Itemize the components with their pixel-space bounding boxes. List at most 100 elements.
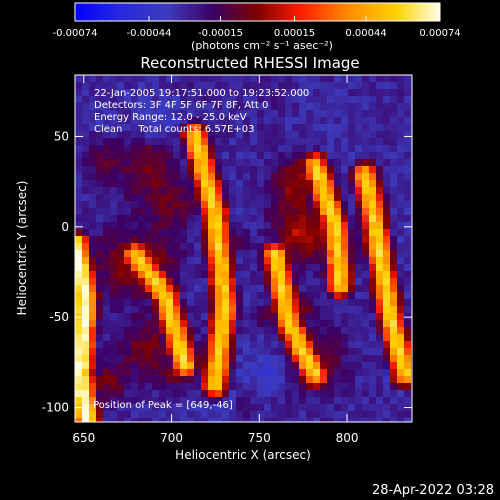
heatmap-cell: [306, 96, 314, 104]
heatmap-cell: [257, 180, 265, 188]
y-tick-label: 0: [61, 220, 69, 234]
heatmap-cell: [355, 124, 363, 132]
heatmap-cell: [194, 187, 202, 195]
heatmap-cell: [327, 194, 335, 202]
heatmap-cell: [327, 411, 335, 419]
heatmap-cell: [355, 152, 363, 160]
heatmap-cell: [180, 292, 188, 300]
heatmap-cell: [278, 243, 286, 251]
heatmap-cell: [145, 222, 153, 230]
heatmap-cell: [82, 292, 90, 300]
heatmap-cell: [348, 404, 356, 412]
heatmap-cell: [257, 320, 265, 328]
heatmap-cell: [201, 96, 209, 104]
heatmap-cell: [362, 383, 370, 391]
heatmap-cell: [285, 320, 293, 328]
heatmap-cell: [75, 117, 83, 125]
heatmap-cell: [362, 320, 370, 328]
heatmap-cell: [285, 278, 293, 286]
heatmap-cell: [250, 320, 258, 328]
heatmap-cell: [138, 159, 146, 167]
heatmap-cell: [187, 117, 195, 125]
heatmap-cell: [173, 229, 181, 237]
heatmap-cell: [348, 271, 356, 279]
heatmap-cell: [292, 341, 300, 349]
heatmap-cell: [89, 208, 97, 216]
heatmap-cell: [173, 404, 181, 412]
heatmap-cell: [103, 145, 111, 153]
heatmap-cell: [369, 404, 377, 412]
heatmap-cell: [194, 124, 202, 132]
heatmap-cell: [250, 145, 258, 153]
heatmap-cell: [271, 383, 279, 391]
heatmap-cell: [194, 201, 202, 209]
heatmap-cell: [327, 117, 335, 125]
heatmap-cell: [271, 229, 279, 237]
heatmap-cell: [166, 236, 174, 244]
heatmap-cell: [173, 397, 181, 405]
heatmap-cell: [250, 334, 258, 342]
heatmap-cell: [138, 327, 146, 335]
heatmap-cell: [334, 369, 342, 377]
heatmap-cell: [376, 292, 384, 300]
heatmap-cell: [257, 138, 265, 146]
heatmap-cell: [348, 243, 356, 251]
heatmap-cell: [110, 110, 118, 118]
heatmap-cell: [173, 96, 181, 104]
heatmap-cell: [145, 159, 153, 167]
heatmap-cell: [369, 173, 377, 181]
heatmap-cell: [278, 369, 286, 377]
heatmap-cell: [173, 222, 181, 230]
heatmap-cell: [159, 404, 167, 412]
heatmap-cell: [173, 362, 181, 370]
heatmap-cell: [292, 418, 300, 422]
heatmap-cell: [96, 313, 104, 321]
heatmap-cell: [271, 264, 279, 272]
heatmap-cell: [292, 313, 300, 321]
heatmap-cell: [187, 250, 195, 258]
heatmap-cell: [299, 271, 307, 279]
heatmap-cell: [138, 383, 146, 391]
heatmap-cell: [285, 334, 293, 342]
heatmap-cell: [187, 131, 195, 139]
heatmap-cell: [278, 383, 286, 391]
heatmap-cell: [278, 229, 286, 237]
heatmap-cell: [89, 278, 97, 286]
heatmap-cell: [110, 222, 118, 230]
heatmap-cell: [257, 341, 265, 349]
heatmap-cell: [376, 75, 384, 83]
heatmap-cell: [89, 89, 97, 97]
heatmap-cell: [306, 271, 314, 279]
heatmap-cell: [327, 222, 335, 230]
heatmap-cell: [229, 131, 237, 139]
heatmap-cell: [236, 124, 244, 132]
heatmap-cell: [320, 208, 328, 216]
colorbar: [74, 2, 441, 22]
heatmap-cell: [250, 306, 258, 314]
heatmap-cell: [82, 96, 90, 104]
heatmap-cell: [187, 222, 195, 230]
heatmap-cell: [243, 75, 251, 83]
heatmap-cell: [201, 292, 209, 300]
heatmap-cell: [327, 201, 335, 209]
heatmap-cell: [110, 187, 118, 195]
heatmap-cell: [369, 243, 377, 251]
heatmap-cell: [404, 173, 412, 181]
heatmap-cell: [75, 215, 83, 223]
heatmap-cell: [306, 110, 314, 118]
heatmap-cell: [187, 145, 195, 153]
heatmap-cell: [320, 285, 328, 293]
heatmap-cell: [292, 229, 300, 237]
heatmap-cell: [383, 390, 391, 398]
heatmap-cell: [250, 257, 258, 265]
heatmap-cell: [166, 404, 174, 412]
heatmap-cell: [89, 299, 97, 307]
heatmap-cell: [82, 215, 90, 223]
heatmap-cell: [306, 257, 314, 265]
heatmap-cell: [264, 348, 272, 356]
heatmap-cell: [243, 82, 251, 90]
heatmap-cell: [285, 194, 293, 202]
heatmap-cell: [159, 327, 167, 335]
heatmap-cell: [250, 243, 258, 251]
heatmap-cell: [166, 292, 174, 300]
